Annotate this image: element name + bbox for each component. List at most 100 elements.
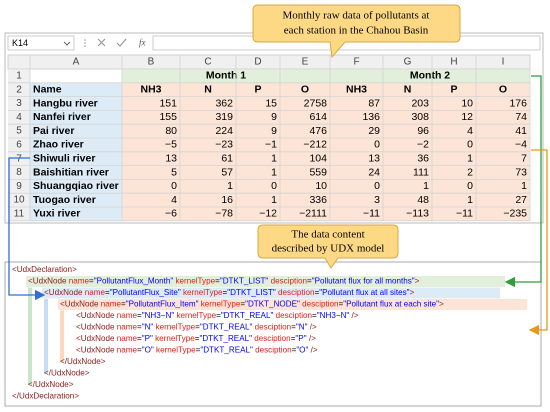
header-cell: P	[254, 83, 261, 95]
xml-token: >	[439, 300, 444, 309]
callout-text: The data content	[291, 229, 364, 241]
column-header: C	[204, 57, 211, 68]
xml-line: </UdxDeclaration>	[12, 392, 79, 401]
xml-token: kernelType	[156, 323, 196, 332]
xml-line: </UdxNode>	[28, 380, 74, 389]
value-cell: 9	[271, 125, 277, 137]
xml-line: <UdxDeclaration>	[12, 265, 77, 274]
row-number: 3	[16, 98, 22, 109]
value-cell: 13	[368, 152, 380, 164]
value-cell: 1	[227, 180, 233, 192]
xml-token: desciption	[254, 334, 290, 343]
row-number: 10	[13, 195, 25, 206]
value-cell: 1	[467, 152, 473, 164]
name-box[interactable]	[7, 35, 75, 51]
value-cell: −2	[417, 139, 429, 151]
station-name: Baishitian river	[33, 166, 109, 178]
header-cell: N	[404, 83, 412, 95]
xml-token: kernelType	[183, 288, 223, 297]
callout-text: described by UDX model	[272, 243, 385, 255]
xml-token: <UdxNode	[76, 323, 115, 332]
xml-token: />	[310, 323, 317, 332]
row-number: 5	[16, 126, 22, 137]
xml-token: "Pollutant flux at all sites"	[319, 288, 409, 297]
xml-token: name	[117, 311, 138, 320]
xml-token: kernelType	[155, 334, 195, 343]
fx-icon[interactable]: fx	[139, 38, 146, 48]
value-cell: −2111	[299, 208, 327, 220]
xml-token: "PollutantFlux_Item"	[126, 300, 199, 309]
value-cell: 476	[309, 125, 327, 137]
callout-bottom	[257, 224, 399, 269]
value-cell: 24	[368, 166, 380, 178]
value-cell: 151	[159, 97, 177, 109]
value-cell: 2758	[304, 97, 328, 109]
value-cell: 1	[271, 166, 277, 178]
xml-token: "PollutantFlux_Site"	[110, 288, 181, 297]
xml-token: <UdxNode	[76, 334, 115, 343]
callout-top	[252, 4, 461, 59]
xml-token: =	[314, 288, 319, 297]
xml-token: =	[137, 323, 142, 332]
station-name: Shiwuli river	[33, 152, 95, 164]
value-cell: 7	[521, 152, 527, 164]
xml-token: />	[311, 346, 318, 355]
value-cell: 12	[461, 111, 473, 123]
xml-token: "PollutantFlux_Month"	[94, 277, 174, 286]
value-cell: 176	[509, 97, 527, 109]
value-cell: 16	[221, 194, 233, 206]
value-cell: 5	[171, 166, 177, 178]
xml-token: =	[216, 311, 221, 320]
enter-icon[interactable]	[116, 38, 127, 47]
row-number: 4	[16, 112, 22, 123]
orange-arrow	[528, 149, 548, 336]
value-cell: 96	[417, 125, 429, 137]
xml-token: =	[292, 346, 297, 355]
line-highlight	[58, 299, 527, 310]
value-cell: 224	[215, 125, 233, 137]
cancel-icon[interactable]	[97, 38, 106, 47]
xml-token: desciption	[255, 346, 291, 355]
xml-line: </UdxNode>	[44, 369, 90, 378]
xml-token: >	[72, 265, 77, 274]
xml-token: kernelType	[156, 346, 196, 355]
xml-line: <UdxNode name="O" kernelType="DTKT_REAL"…	[76, 346, 318, 355]
xml-token: "P"	[295, 334, 306, 343]
xml-token: >	[101, 357, 106, 366]
header-cell: O	[301, 83, 309, 95]
value-cell: −78	[215, 208, 233, 220]
month-header: Month 1	[206, 70, 246, 82]
row-number: 9	[16, 181, 22, 192]
header-cell: NH3	[346, 83, 367, 95]
header-cell: P	[450, 83, 457, 95]
xml-token: =	[196, 346, 201, 355]
value-cell: 73	[515, 166, 527, 178]
xml-token: "DTKT_REAL"	[200, 323, 253, 332]
value-cell: 1	[271, 152, 277, 164]
xml-token: <UdxNode	[28, 277, 67, 286]
value-cell: 10	[315, 180, 327, 192]
xml-token: name	[117, 334, 138, 343]
value-cell: −113	[406, 208, 429, 220]
station-name: Tuogao river	[33, 194, 96, 206]
dropdown-icon[interactable]	[63, 41, 71, 46]
xml-token: =	[307, 277, 312, 286]
xml-token: <UdxNode	[44, 288, 83, 297]
xml-token: "NH3−N"	[317, 311, 350, 320]
row-number: 11	[14, 209, 25, 220]
xml-token: =	[223, 288, 228, 297]
xml-token: "DTKT_LIST"	[227, 288, 276, 297]
xml-token: "Pollutant flux at each site"	[343, 300, 439, 309]
value-cell: −1	[265, 139, 277, 151]
value-cell: 155	[159, 111, 177, 123]
month-header: Month 2	[410, 70, 450, 82]
callout-text: Monthly raw data of pollutants at	[283, 10, 430, 22]
value-cell: −212	[303, 139, 327, 151]
value-cell: −12	[259, 208, 277, 220]
row-number: 6	[16, 140, 22, 151]
value-cell: 336	[309, 194, 327, 206]
value-cell: 559	[309, 166, 327, 178]
value-cell: 27	[515, 194, 527, 206]
xml-token: =	[339, 300, 344, 309]
